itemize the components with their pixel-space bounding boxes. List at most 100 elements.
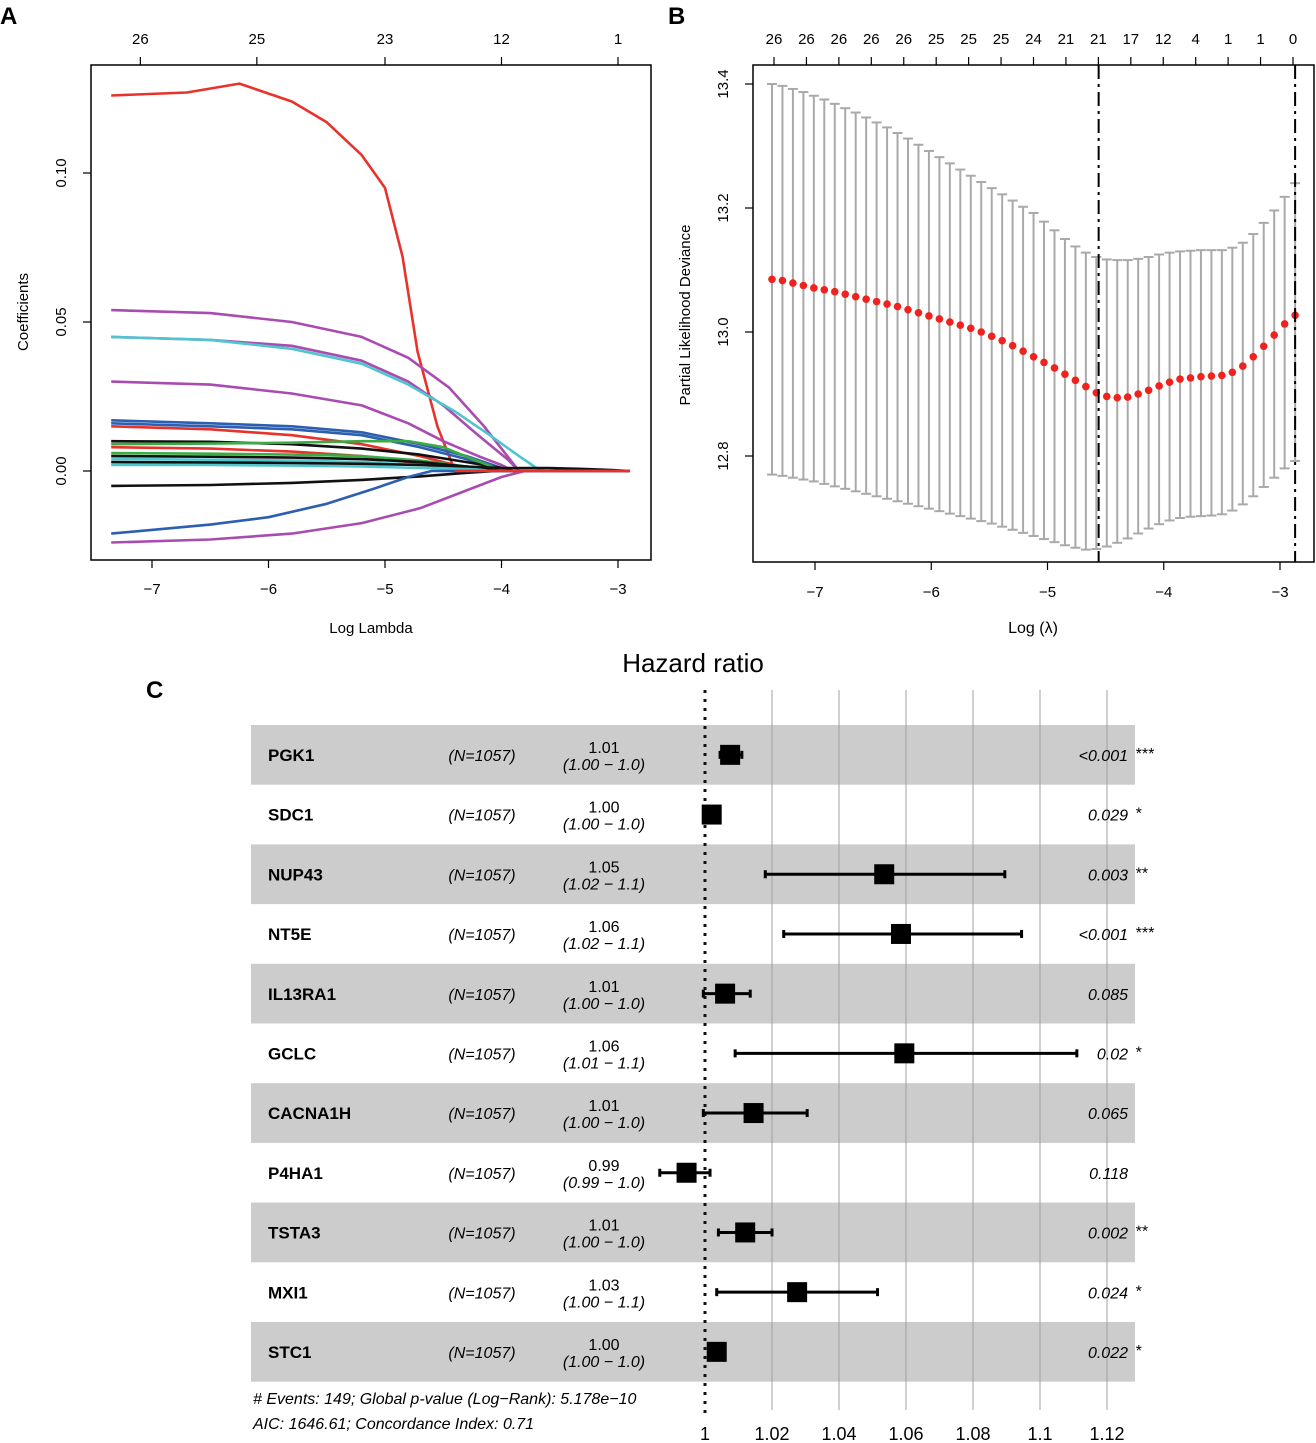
hr-point (735, 1222, 756, 1243)
gene-label: NT5E (268, 925, 311, 944)
ci-value: (1.00 − 1.0) (563, 757, 645, 774)
top-tick-label: 25 (928, 31, 945, 48)
top-tick-label: 26 (766, 31, 783, 48)
panel-c-row-labels: PGK1 (N=1057) 1.01(1.00 − 1.0)<0.001 ***SDC… (268, 740, 1154, 1371)
top-tick-label: 17 (1122, 31, 1139, 48)
mean-point (1249, 353, 1258, 361)
hr-value: 1.03 (588, 1277, 619, 1294)
hr-point (701, 804, 722, 825)
mean-point (977, 328, 986, 336)
row-band (251, 963, 1135, 1024)
p-value: 0.029 (1088, 808, 1128, 825)
mean-point (1176, 375, 1184, 383)
hr-value: 1.06 (588, 919, 619, 936)
significance-stars: ** (1135, 865, 1148, 882)
mean-point (904, 305, 912, 314)
mean-point (1040, 358, 1048, 367)
mean-point (1218, 371, 1226, 380)
top-tick-label: 0 (1289, 31, 1297, 48)
hr-value: 1.01 (588, 1218, 619, 1235)
x-tick-label: −6 (260, 581, 277, 598)
y-tick-label: 0.00 (53, 456, 70, 485)
gene-label: CACNA1H (268, 1104, 351, 1123)
panel-a-x-label: Log Lambda (329, 620, 413, 637)
mean-point (820, 286, 829, 294)
panel-a-x-axis: −7 −6 −5 −4 −3 (143, 560, 627, 598)
ci-value: (1.00 − 1.0) (563, 1354, 645, 1371)
row-band (251, 1083, 1135, 1143)
gene-label: GCLC (268, 1045, 316, 1064)
mean-point (1239, 362, 1247, 370)
mean-point (893, 302, 902, 311)
mean-point (925, 312, 933, 320)
mean-point (883, 300, 891, 308)
panel-c-title: Hazard ratio (622, 648, 764, 678)
x-tick-label: 1.1 (1027, 1424, 1052, 1443)
significance-stars: * (1135, 1343, 1142, 1360)
mean-point (998, 336, 1006, 345)
panel-c-footer-aic: AIC: 1646.61; Concordance Index: 0.71 (252, 1416, 534, 1433)
panel-a-label: A (0, 3, 17, 30)
gene-label: STC1 (268, 1343, 311, 1362)
panel-a: A −7 −6 −5 −4 −3 0.00 0.05 0.10 26 25 23 12 1 Log … (0, 3, 652, 637)
y-tick-label: 13.4 (715, 69, 732, 98)
panel-a-y-label: Coefficients (15, 273, 32, 351)
significance-stars: *** (1135, 925, 1154, 942)
mean-point (966, 324, 975, 333)
hr-value: 1.01 (588, 1098, 619, 1115)
ci-value: (1.01 − 1.1) (563, 1056, 645, 1073)
p-value: 0.022 (1088, 1345, 1128, 1362)
panel-c-label: C (146, 677, 163, 704)
top-tick-label: 1 (614, 31, 622, 48)
x-tick-label: 1.04 (821, 1424, 856, 1443)
panel-a-plot-area (111, 82, 630, 544)
panel-a-frame (90, 64, 652, 561)
mean-point (935, 315, 944, 323)
p-value: 0.02 (1097, 1047, 1128, 1064)
hr-value: 1.00 (588, 1337, 619, 1354)
x-tick-label: 1.02 (754, 1424, 789, 1443)
x-tick-label: −3 (1271, 584, 1288, 601)
ci-value: (1.00 − 1.0) (563, 1235, 645, 1252)
mean-point (956, 321, 965, 329)
sample-size: (N=1057) (448, 808, 515, 825)
ci-value: (1.02 − 1.1) (563, 876, 645, 893)
panel-a-top-axis: 26 25 23 12 1 (132, 31, 622, 65)
hr-value: 0.99 (588, 1158, 619, 1175)
mean-point (1228, 368, 1237, 377)
sample-size: (N=1057) (448, 1285, 515, 1302)
hr-point (874, 864, 895, 885)
hr-point (676, 1162, 697, 1183)
y-tick-label: 12.8 (715, 441, 732, 470)
ci-value: (1.02 − 1.1) (563, 936, 645, 953)
x-tick-label: −4 (493, 581, 510, 598)
panel-b-x-label: Log (λ) (1008, 620, 1058, 637)
x-tick-label: −3 (609, 581, 626, 598)
sample-size: (N=1057) (448, 1226, 515, 1243)
mean-point (987, 332, 996, 341)
mean-point (1102, 392, 1111, 401)
row-band (251, 1322, 1135, 1382)
sample-size: (N=1057) (448, 1166, 515, 1183)
x-tick-label: 1 (700, 1424, 710, 1443)
mean-point (830, 287, 839, 296)
top-tick-label: 25 (960, 31, 977, 48)
panel-b: B −7 −6 −5 −4 −3 12.813.013.213.4 26 26 26 26 26… (668, 3, 1315, 637)
mean-point (1050, 364, 1059, 372)
mean-point (1197, 372, 1205, 381)
coef-path-purple-2 (111, 335, 630, 473)
hr-point (720, 744, 741, 765)
mean-point (1061, 370, 1069, 378)
sample-size: (N=1057) (448, 1047, 515, 1064)
ci-value: (1.00 − 1.0) (563, 817, 645, 834)
y-tick-label: 13.2 (715, 193, 732, 222)
y-tick-label: 0.05 (53, 307, 70, 336)
mean-point (946, 318, 954, 326)
sample-size: (N=1057) (448, 987, 515, 1004)
mean-point (1019, 347, 1027, 356)
x-tick-label: −7 (143, 581, 160, 598)
top-tick-label: 26 (831, 31, 848, 48)
panel-c: C Hazard ratio PGK1 (N=1057) 1.01(1.00 − 1… (146, 648, 1154, 1443)
gene-label: MXI1 (268, 1283, 308, 1302)
